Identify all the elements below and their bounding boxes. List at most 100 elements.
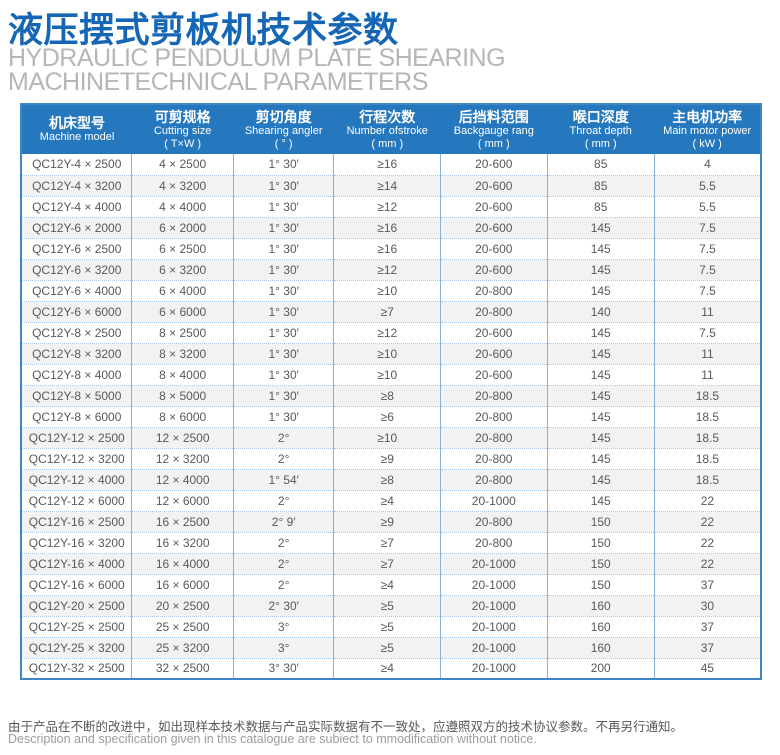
table-cell-col1: 6 × 2500 [131, 237, 234, 259]
table-cell-col3: ≥8 [333, 384, 441, 406]
table-cell-col0: QC12Y-4 × 3200 [21, 174, 132, 196]
table-cell-col0: QC12Y-8 × 4000 [21, 363, 132, 385]
table-row: QC12Y-6 × 3200 6 × 3200 1° 30′ ≥12 20-600 145… [21, 258, 761, 280]
column-title-cn: 行程次数 [359, 108, 416, 125]
table-cell-col5: 85 [546, 195, 655, 217]
table-cell-col3: ≥12 [333, 321, 441, 343]
table-cell-col2: 2° 9′ [232, 510, 334, 532]
table-cell-col4: 20-1000 [440, 489, 548, 511]
column-unit: ( ° ) [274, 137, 293, 150]
page-title: 液压摆式剪板机技术参数 [8, 11, 399, 50]
table-cell-col2: 1° 30′ [232, 342, 334, 364]
table-cell-col6: 4 [653, 154, 761, 175]
table-cell-col0: QC12Y-4 × 2500 [32, 157, 122, 172]
table-cell-col5: 150 [546, 531, 655, 553]
column-title-cn: 喉口深度 [572, 108, 629, 125]
table-cell-col1: 4 × 3200 [131, 174, 234, 196]
table-cell-col5: 160 [546, 615, 655, 637]
table-cell-col2: 1° 30′ [232, 216, 334, 238]
table-cell-col4: 20-600 [440, 195, 548, 217]
table-cell-col2: 2° [232, 426, 334, 448]
table-row: QC12Y-8 × 4000 8 × 4000 1° 30′ ≥10 20-600 145… [21, 363, 761, 385]
column-unit: ( T×W ) [164, 137, 202, 150]
table-cell-col5: 145 [546, 237, 655, 259]
table-cell-col5: 150 [546, 510, 655, 532]
table-cell-col0: QC12Y-12 × 6000 [21, 489, 132, 511]
table-cell-col5: 145 [546, 321, 655, 343]
table-cell-col6: 37 [653, 615, 761, 637]
table-cell-col0: QC12Y-6 × 2000 [21, 216, 132, 238]
table-cell-col3: ≥7 [333, 300, 441, 322]
table-cell-col1: 6 × 3200 [131, 258, 234, 280]
table-cell-col6: 11 [653, 363, 761, 385]
table-cell-col4: 20-600 [440, 154, 548, 175]
table-cell-col2: 3° [232, 636, 334, 658]
table-cell-col1: 25 × 3200 [131, 636, 234, 658]
table-cell-col2: 3° 30′ [232, 657, 334, 679]
table-cell-col2: 1° 30′ [232, 384, 334, 406]
table-cell-col3: ≥4 [333, 573, 441, 595]
table-cell-col6: 7.5 [653, 258, 761, 280]
table-row: QC12Y-16 × 2500 16 × 2500 2° 9′ ≥9 20-800 150… [21, 510, 761, 532]
table-cell-col3: ≥5 [333, 636, 441, 658]
table-cell-col1: 6 × 6000 [131, 300, 234, 322]
table-cell-col2: 3° [232, 615, 334, 637]
table-cell-col3: ≥7 [333, 531, 441, 553]
column-header-5: 喉口深度 Throat depth( mm ) [547, 104, 655, 154]
table-cell-col1: 16 × 6000 [131, 573, 234, 595]
table-cell-col1: 16 × 3200 [131, 531, 234, 553]
table-cell-col2: 1° 30′ [232, 279, 334, 301]
table-cell-col3: ≥12 [333, 258, 441, 280]
table-cell-col1: 12 × 6000 [131, 489, 234, 511]
column-unit: ( kW ) [692, 137, 722, 150]
table-cell-col6: 22 [653, 552, 761, 574]
table-cell-col4: 20-600 [440, 237, 548, 259]
footer-note-en: Description and specification given in t… [8, 732, 537, 746]
table-cell-col6: 22 [653, 531, 761, 553]
table-cell-col4: 20-1000 [440, 636, 548, 658]
table-cell-col5: 145 [546, 447, 655, 469]
table-cell-col0: QC12Y-6 × 2500 [21, 237, 132, 259]
table-cell-col1: 6 × 4000 [131, 279, 234, 301]
table-cell-col3: ≥7 [333, 552, 441, 574]
table-cell-col3: ≥16 [333, 154, 441, 175]
table-cell-col3: ≥4 [333, 489, 441, 511]
column-header-4: 后挡料范围 Backgauge rang( mm ) [440, 104, 548, 154]
table-cell-col3: ≥9 [333, 447, 441, 469]
table-cell-col1: 8 × 5000 [131, 384, 234, 406]
table-cell-col6: 11 [653, 342, 761, 364]
table-cell-col1: 4 × 4000 [131, 195, 234, 217]
table-cell-col1: 20 × 2500 [131, 594, 234, 616]
table-cell-col4: 20-800 [440, 447, 548, 469]
table-cell-col2: 2° [232, 447, 334, 469]
table-cell-col5: 145 [546, 258, 655, 280]
table-cell-col5: 145 [546, 216, 655, 238]
column-title-cn: 后挡料范围 [458, 108, 529, 125]
table-cell-col3: ≥5 [333, 594, 441, 616]
table-header-row: 机床型号 Machine model 可剪规格 Cutting size( T×W )… [21, 104, 761, 154]
table-cell-col1: 12 × 2500 [131, 426, 234, 448]
table-cell-col5: 145 [546, 426, 655, 448]
table-row: QC12Y-12 × 6000 12 × 6000 2° ≥4 20-1000 145 22 [21, 489, 761, 511]
table-cell-col6: 7.5 [653, 216, 761, 238]
table-cell-col4: 20-600 [440, 363, 548, 385]
table-cell-col4: 20-600 [440, 216, 548, 238]
column-title-en: Cutting size [153, 124, 212, 137]
table-cell-col3: ≥10 [333, 279, 441, 301]
table-row: QC12Y-12 × 4000 12 × 4000 1° 54′ ≥8 20-800 14… [21, 468, 761, 490]
table-cell-col4: 20-800 [440, 300, 548, 322]
table-cell-col0: QC12Y-32 × 2500 [21, 657, 132, 679]
table-cell-col4: 20-800 [440, 405, 548, 427]
column-unit: ( mm ) [477, 137, 510, 150]
column-title-cn: 机床型号 [48, 115, 105, 131]
table-cell-col3: ≥14 [333, 174, 441, 196]
table-cell-col0: QC12Y-16 × 4000 [21, 552, 132, 574]
column-title-en: Shearing angler [244, 124, 323, 137]
column-unit: ( mm ) [371, 137, 404, 150]
table-cell-col2: 1° 30′ [232, 195, 334, 217]
table-cell-col6: 18.5 [653, 405, 761, 427]
table-cell-col5: 140 [546, 300, 655, 322]
table-row: QC12Y-25 × 3200 25 × 3200 3° ≥5 20-1000 160 37 [21, 636, 761, 658]
table-cell-col2: 2° [232, 531, 334, 553]
table-cell-col4: 20-1000 [440, 615, 548, 637]
